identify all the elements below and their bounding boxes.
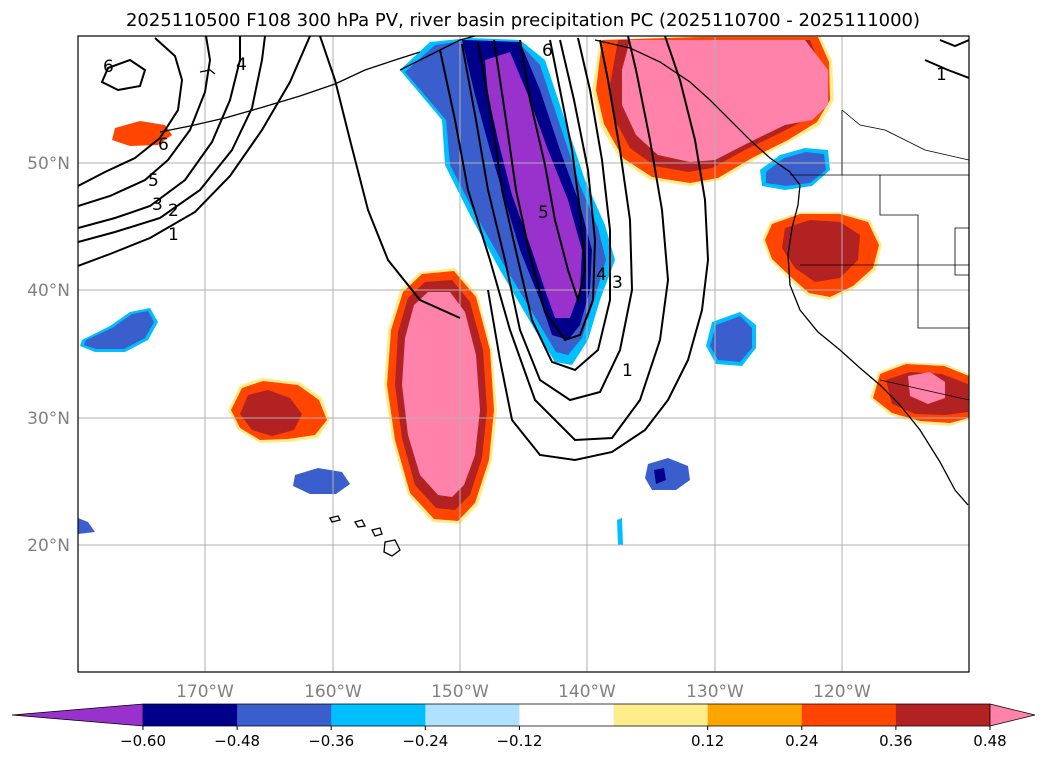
colorbar-outline [143,703,990,727]
colorbar-tick-label: 0.36 [879,732,912,750]
map-frame [77,35,970,673]
neg-mid-1-inner [710,316,752,362]
colorbar-tick-label: −0.36 [308,732,354,750]
colorbar-segment [331,704,426,726]
pv-label: 1 [936,65,947,85]
colorbar-tick-label: −0.48 [214,732,260,750]
lat-label: 20°N [27,536,70,556]
colorbar-tick-labels: −0.60 −0.48 −0.36 −0.24 −0.12 0.12 0.24 0.36 0.4… [120,726,1007,750]
pv-label: 5 [538,203,549,223]
colorbar-segment [613,704,709,726]
pv-label: 2 [168,201,179,221]
pv-label: 3 [612,273,623,293]
lat-label: 30°N [27,409,70,429]
pv-label: 6 [542,41,553,61]
lon-label: 170°W [176,682,234,702]
lon-label: 150°W [431,682,489,702]
map-panel: 6 4 6 5 3 2 1 6 5 4 3 1 1 [78,36,969,672]
colorbar-tick-label: −0.24 [402,732,448,750]
neg-west-3 [78,518,95,534]
colorbar-tick-label: 0.12 [691,732,724,750]
pv-label: 1 [168,225,179,245]
graticule [78,36,969,672]
colorbar-segment [143,704,238,726]
coastlines [159,36,969,557]
pos-coast-1-red [782,220,860,282]
colorbar-segment [895,704,991,726]
pv-contours [78,36,969,462]
pv-label: 6 [158,135,169,155]
colorbar-segment [237,704,332,726]
pv-label: 6 [103,57,114,77]
neg-coast-nw-inner [766,152,826,186]
colorbar-extend-low [11,703,144,727]
lat-label: 40°N [27,281,70,301]
longitude-labels: 170°W 160°W 150°W 140°W 130°W 120°W [176,682,871,702]
colorbar-segment [707,704,803,726]
colorbar-tick-label: 0.24 [785,732,818,750]
colorbar-extend-high [989,703,1036,727]
neg-west-1-inner [84,311,154,349]
neg-mid-3 [617,518,623,545]
colorbar-tick-label: 0.48 [973,732,1006,750]
pv-contour-labels: 6 4 6 5 3 2 1 6 5 4 3 1 1 [103,41,947,381]
neg-mid-2-inner [654,468,666,484]
colorbar-segment [801,704,897,726]
colorbar-segment [519,704,615,726]
colorbar [11,703,1036,727]
figure-title: 2025110500 F108 300 hPa PV, river basin … [126,10,920,31]
lat-label: 50°N [27,154,70,174]
neg-band-purple [485,52,582,318]
latitude-labels: 50°N 40°N 30°N 20°N [27,154,70,556]
colorbar-tick-label: −0.12 [496,732,542,750]
lon-label: 130°W [686,682,744,702]
neg-west-2 [293,468,350,494]
pv-label: 5 [148,171,159,191]
lon-label: 140°W [558,682,616,702]
colorbar-tick-label: −0.60 [120,732,166,750]
pos-west-red [240,390,302,436]
pos-coast-2-pink [908,372,945,404]
pv-label: 1 [622,361,633,381]
lon-label: 120°W [813,682,871,702]
pv-label: 3 [152,195,163,215]
pv-label: 4 [596,265,607,285]
pv-label: 4 [236,55,247,75]
colorbar-segment [425,704,520,726]
lon-label: 160°W [304,682,362,702]
